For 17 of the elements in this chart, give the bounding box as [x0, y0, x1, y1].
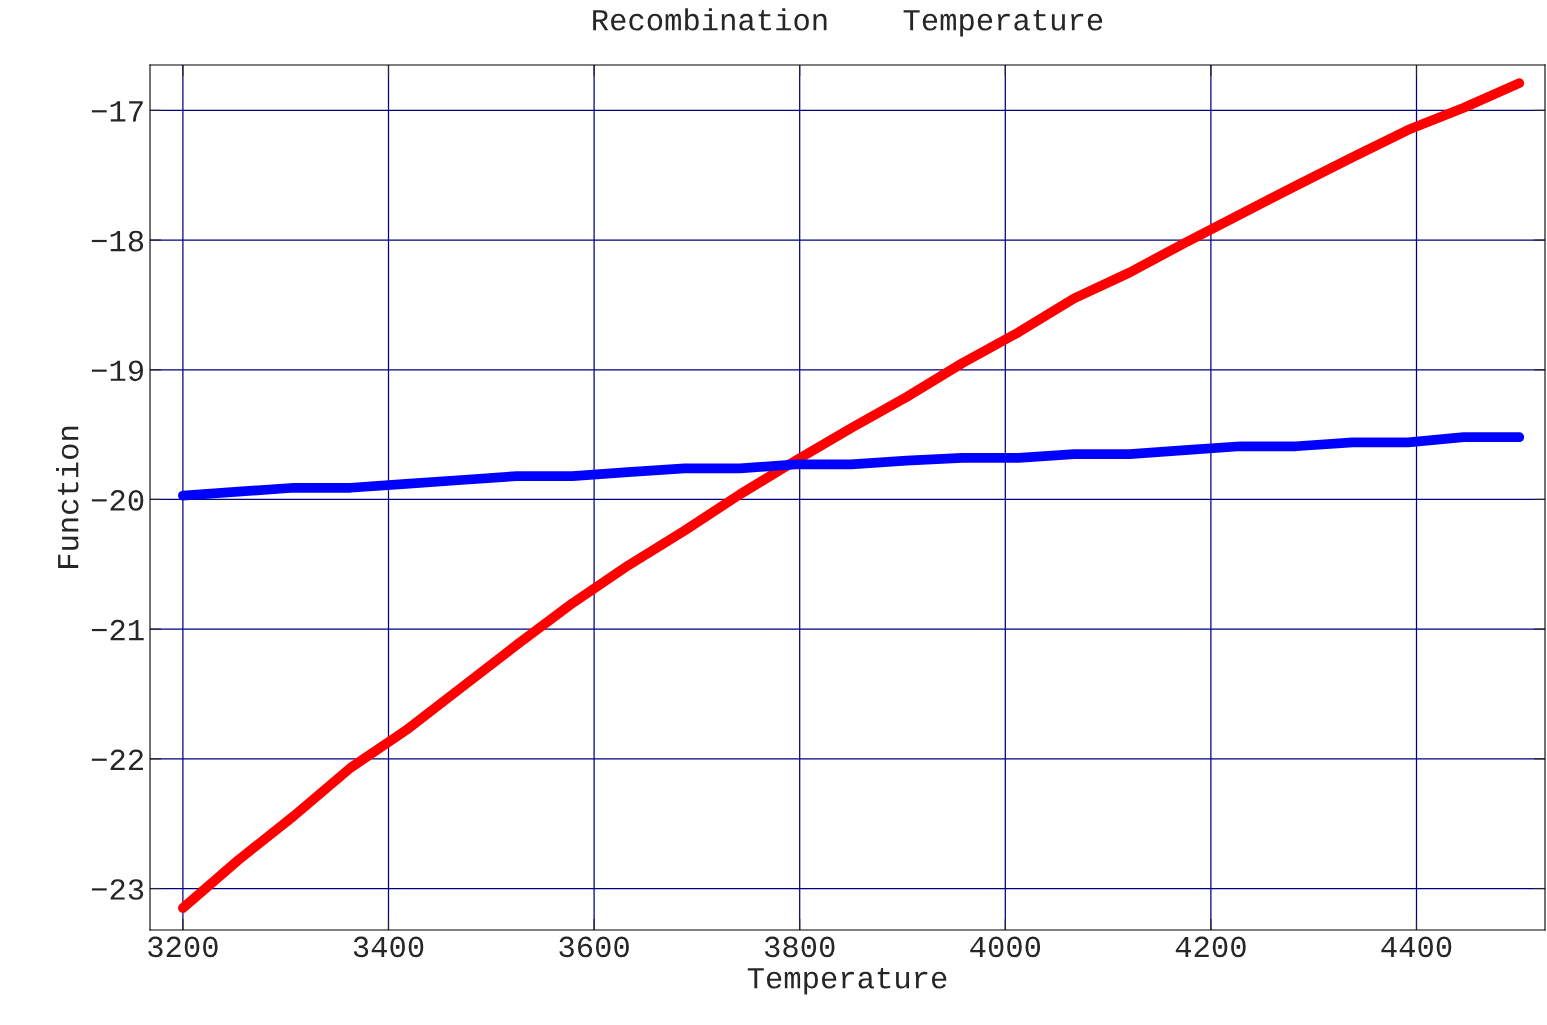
x-axis-title: Temperature	[747, 967, 947, 995]
y-tick-label: −17	[91, 101, 143, 122]
x-tick-label: 3200	[148, 936, 218, 958]
chart-title: Recombination Temperature	[593, 8, 1103, 37]
x-tick-label: 3600	[559, 936, 629, 958]
y-tick-label: −21	[91, 619, 144, 641]
y-axis-title: Function	[56, 426, 79, 568]
x-tick-label: 4000	[970, 936, 1041, 958]
y-tick-label: −20	[91, 490, 144, 511]
x-tick-label: 4200	[1175, 936, 1246, 958]
y-tick-label: −18	[91, 230, 144, 252]
y-tick-label: −19	[91, 360, 144, 382]
x-tick-label: 4400	[1381, 936, 1452, 958]
y-tick-label: −23	[91, 879, 144, 900]
y-tick-label: −22	[91, 749, 143, 770]
x-tick-label: 3800	[764, 936, 835, 958]
x-tick-label: 3400	[353, 936, 424, 958]
